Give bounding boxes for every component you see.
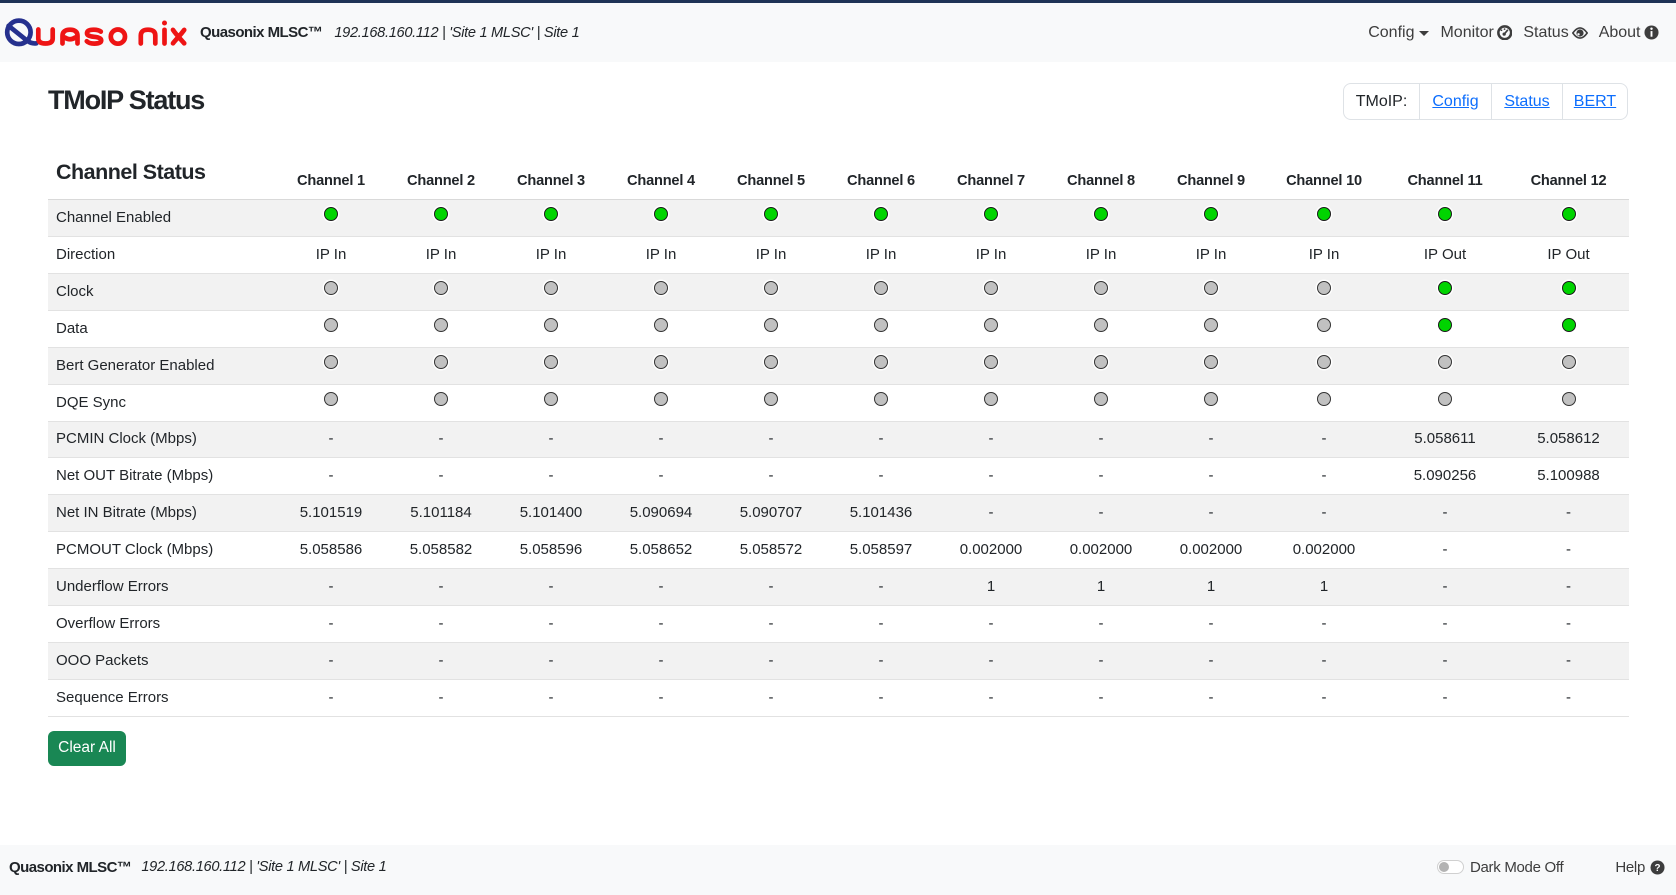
- svg-text:?: ?: [1654, 862, 1660, 873]
